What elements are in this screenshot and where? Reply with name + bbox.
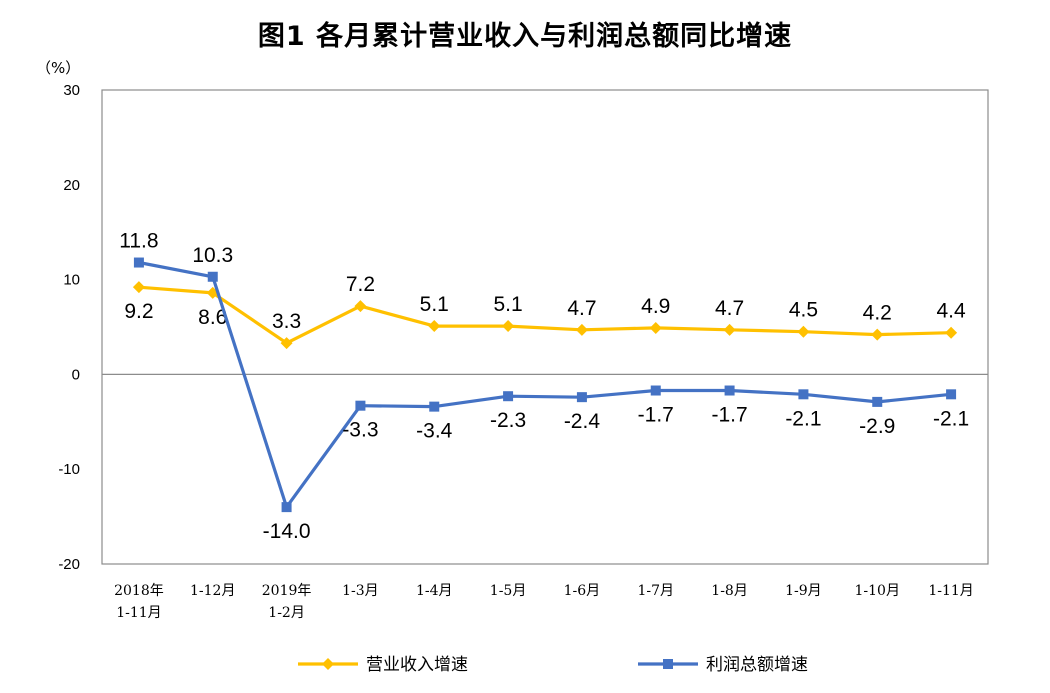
data-point	[649, 321, 662, 334]
plot-area	[101, 89, 989, 565]
data-label: 4.7	[567, 297, 596, 320]
data-point	[429, 401, 440, 412]
data-label: 4.2	[863, 302, 892, 325]
y-tick-label: -10	[58, 461, 80, 478]
data-point	[503, 391, 514, 402]
data-label: 4.7	[715, 297, 744, 320]
data-label: -2.1	[933, 407, 969, 430]
x-tick-label: 1-4月	[416, 583, 453, 599]
data-label: -3.3	[342, 419, 378, 442]
y-tick-label: 20	[63, 177, 80, 194]
legend-item: 利润总额增速	[638, 655, 808, 675]
data-label: 10.3	[192, 244, 233, 267]
series-layer: 9.2 8.6 3.37.25.1 5.1 4.7 4.9 4.7 4.5 4.2 4.411.8…	[119, 230, 969, 544]
data-point	[354, 300, 367, 313]
data-label: -2.9	[859, 415, 895, 438]
data-point	[133, 257, 144, 268]
series-revenue-growth: 9.2 8.6 3.3 7.2 5.1 5.1 4.7 4.9 4.7 4.5 4.2 4.4	[124, 273, 966, 350]
series-line	[138, 285, 952, 345]
series-line	[138, 260, 952, 509]
y-tick-label: 0	[72, 366, 80, 383]
data-label: 5.1	[420, 293, 449, 316]
data-label: 8.6	[198, 306, 227, 329]
x-tick-label: 2018年 1-11月	[114, 583, 164, 621]
data-label: -1.7	[711, 404, 747, 427]
data-label: -2.4	[564, 410, 601, 433]
x-tick-label: 1-9月	[785, 583, 822, 599]
data-label: -2.1	[785, 407, 821, 430]
data-point	[945, 326, 958, 339]
data-point	[798, 389, 809, 400]
x-tick-label: 1-3月	[342, 583, 379, 599]
data-point	[871, 328, 884, 341]
data-point	[502, 320, 515, 333]
y-tick-label: 10	[63, 272, 80, 289]
data-label: -2.3	[490, 409, 526, 432]
legend-item: 营业收入增速	[298, 655, 468, 675]
data-point	[872, 396, 883, 407]
legend-label: 利润总额增速	[706, 655, 808, 675]
data-label: -14.0	[263, 520, 311, 543]
data-label: 5.1	[493, 293, 522, 316]
chart-title: 图1 各月累计营业收入与利润总额同比增速	[257, 21, 793, 52]
x-tick-label: 1-8月	[711, 583, 748, 599]
data-label: 4.5	[789, 299, 818, 322]
data-point	[355, 400, 366, 411]
y-axis-unit: （%）	[36, 59, 80, 77]
data-point	[132, 281, 145, 294]
x-tick-label: 1-7月	[637, 583, 674, 599]
legend: 营业收入增速 利润总额增速	[298, 655, 808, 675]
data-point	[280, 337, 293, 350]
data-label: 9.2	[124, 300, 153, 323]
data-label: 11.8	[119, 230, 158, 253]
y-tick-label: 30	[63, 82, 80, 99]
data-point	[428, 320, 441, 333]
data-point	[281, 502, 292, 513]
data-label: 4.9	[641, 295, 670, 318]
legend-marker	[663, 659, 673, 669]
data-label: 3.3	[272, 310, 301, 333]
data-point	[797, 325, 810, 338]
data-point	[576, 392, 587, 403]
data-point	[575, 323, 588, 336]
data-label: -3.4	[416, 420, 453, 443]
x-tick-label: 1-5月	[490, 583, 527, 599]
data-point	[650, 385, 661, 396]
y-tick-label: -20	[58, 556, 80, 573]
legend-label: 营业收入增速	[366, 655, 468, 675]
legend-marker	[322, 658, 334, 670]
x-tick-label: 1-10月	[855, 583, 900, 599]
data-point	[207, 271, 218, 282]
x-tick-label: 1-12月	[190, 583, 235, 599]
data-label: 4.4	[936, 300, 966, 323]
x-axis: 2018年 1-11月 1-12月 2019年 1-2月 1-3月 1-4月 1-5月 1-6月…	[114, 583, 974, 621]
x-tick-label: 1-6月	[564, 583, 601, 599]
data-point	[723, 323, 736, 336]
x-tick-label: 2019年 1-2月	[262, 583, 312, 621]
data-label: 7.2	[346, 273, 375, 296]
data-point	[724, 385, 735, 396]
x-tick-label: 1-11月	[928, 583, 973, 599]
data-label: -1.7	[638, 404, 674, 427]
y-axis: 30 20 10 0 -10 -20	[58, 82, 80, 573]
series-profit-growth: 11.8 10.3 -14.0 -3.3 -3.4 -2.3 -2.4 -1.7 -1.7 -2.…	[119, 230, 969, 544]
data-point	[946, 389, 957, 400]
